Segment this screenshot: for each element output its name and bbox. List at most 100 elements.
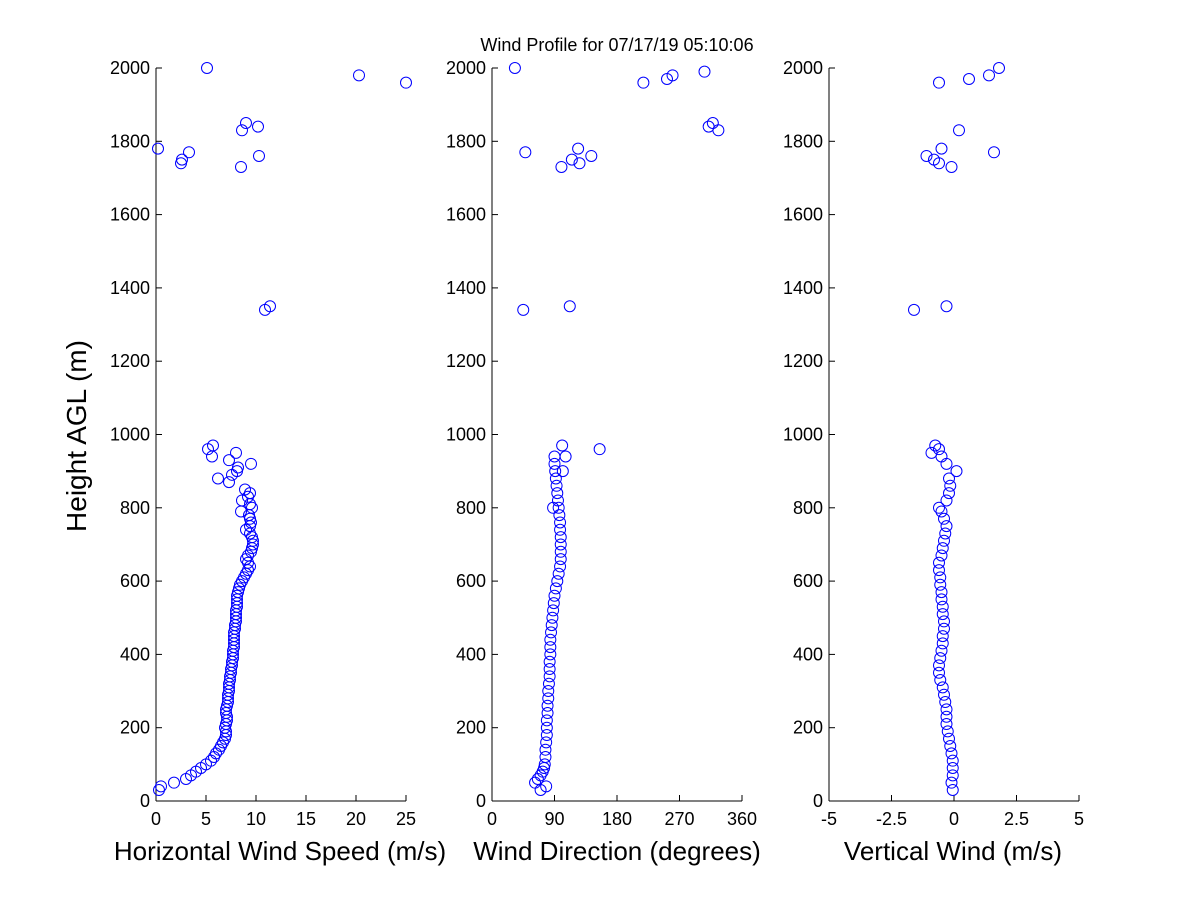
x-tick-label: 90 xyxy=(544,809,564,829)
data-point xyxy=(232,586,244,599)
data-point xyxy=(529,776,542,789)
data-point xyxy=(933,666,945,679)
data-point xyxy=(548,457,561,470)
data-point xyxy=(940,300,953,313)
data-point xyxy=(593,443,606,456)
y-tick-label: 400 xyxy=(793,644,823,664)
data-point xyxy=(935,586,948,599)
data-point xyxy=(212,472,224,485)
data-point xyxy=(540,721,553,734)
data-point xyxy=(938,512,950,525)
data-point xyxy=(712,124,725,137)
y-tick-label: 400 xyxy=(120,644,150,664)
y-axis-label: Height AGL (m) xyxy=(61,340,92,532)
data-point xyxy=(540,780,553,793)
data-point xyxy=(549,465,562,478)
data-point xyxy=(943,732,955,745)
data-point xyxy=(936,681,949,694)
data-point xyxy=(933,556,945,569)
y-tick-label: 1000 xyxy=(110,425,150,445)
data-point xyxy=(945,776,958,789)
data-point xyxy=(940,494,953,507)
data-point xyxy=(941,725,954,738)
y-tick-label: 2000 xyxy=(110,58,150,78)
x-tick-label: 2.5 xyxy=(1004,809,1029,829)
data-point xyxy=(933,443,945,456)
y-tick-label: 800 xyxy=(456,498,486,518)
data-point xyxy=(554,531,567,544)
data-point xyxy=(953,124,965,137)
data-point xyxy=(944,479,957,492)
data-point xyxy=(353,69,365,82)
data-point xyxy=(223,476,235,489)
data-point xyxy=(546,611,559,624)
data-point xyxy=(929,439,942,452)
data-point xyxy=(920,149,933,162)
data-point xyxy=(545,626,558,639)
data-point xyxy=(938,622,950,635)
data-point xyxy=(943,472,955,485)
y-tick-label: 600 xyxy=(793,571,823,591)
data-point xyxy=(551,575,564,588)
data-point xyxy=(152,142,164,155)
data-point xyxy=(946,762,959,775)
data-point xyxy=(946,784,959,797)
data-point xyxy=(252,120,264,133)
data-point xyxy=(940,703,953,716)
y-tick-label: 0 xyxy=(140,791,150,811)
data-point xyxy=(940,718,953,731)
y-tick-label: 2000 xyxy=(446,58,486,78)
data-point xyxy=(556,465,569,478)
data-point xyxy=(939,527,952,540)
data-point xyxy=(936,600,949,613)
x-tick-label: -2.5 xyxy=(876,809,907,829)
data-point xyxy=(239,483,251,496)
data-point xyxy=(946,769,959,782)
x-tick-label: 25 xyxy=(396,809,416,829)
x-tick-label: 0 xyxy=(487,809,497,829)
y-tick-label: 1800 xyxy=(783,131,823,151)
data-point xyxy=(938,688,950,701)
y-tick-label: 1600 xyxy=(446,205,486,225)
data-point xyxy=(547,604,560,617)
x-tick-label: 0 xyxy=(151,809,161,829)
data-point xyxy=(240,116,252,129)
data-point xyxy=(245,545,257,558)
data-point xyxy=(933,76,945,89)
data-point xyxy=(935,593,948,606)
data-point xyxy=(168,776,180,789)
data-point xyxy=(549,582,562,595)
data-point xyxy=(517,303,530,316)
data-point xyxy=(936,542,949,555)
y-tick-label: 1200 xyxy=(783,351,823,371)
data-point xyxy=(400,76,412,89)
data-point xyxy=(544,641,557,654)
data-point xyxy=(944,740,957,753)
data-point xyxy=(540,714,553,727)
data-point xyxy=(219,721,231,734)
data-point xyxy=(542,685,555,698)
data-point xyxy=(538,758,551,771)
data-point xyxy=(547,597,560,610)
data-point xyxy=(936,608,949,621)
data-point xyxy=(210,747,222,760)
y-tick-label: 1000 xyxy=(783,425,823,445)
x-tick-label: 5 xyxy=(1074,809,1084,829)
data-point xyxy=(548,450,561,463)
data-point xyxy=(552,501,565,514)
data-point xyxy=(908,303,920,316)
data-point xyxy=(940,457,953,470)
data-point xyxy=(548,589,561,602)
x-tick-label: 10 xyxy=(246,809,266,829)
data-point xyxy=(945,160,958,173)
data-point xyxy=(935,505,948,518)
y-tick-label: 1000 xyxy=(446,425,486,445)
data-point xyxy=(245,457,257,470)
data-point xyxy=(544,633,557,646)
data-point xyxy=(938,534,950,547)
data-point xyxy=(550,479,563,492)
data-point xyxy=(585,149,598,162)
data-point xyxy=(540,729,553,742)
y-tick-label: 800 xyxy=(793,498,823,518)
y-tick-label: 800 xyxy=(120,498,150,518)
